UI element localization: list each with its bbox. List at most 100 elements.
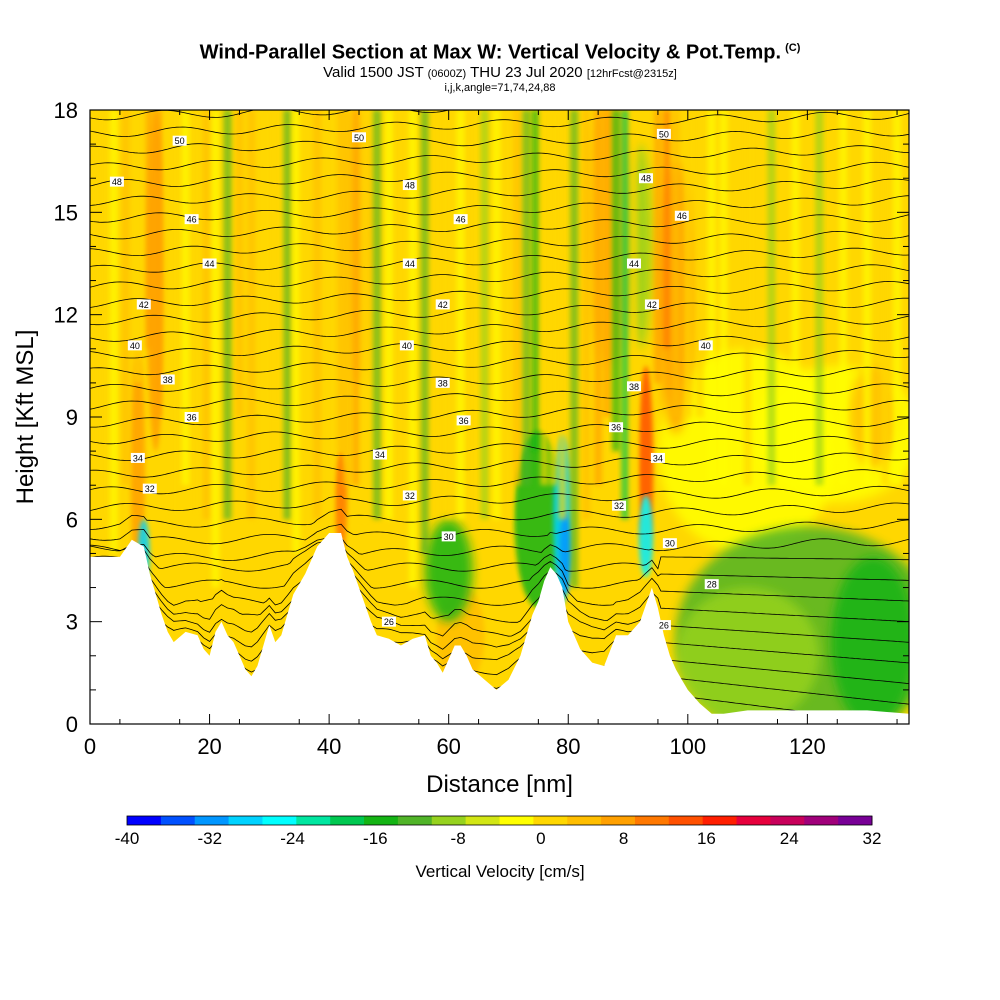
x-tick-label: 60: [436, 734, 460, 759]
colorbar-swatch: [296, 816, 331, 825]
velocity-streak: [531, 110, 540, 452]
theta-contour-line: [90, 110, 545, 121]
contour-label-bg: [456, 415, 471, 426]
velocity-streak: [719, 110, 728, 486]
contour-label-bg: [627, 381, 642, 392]
velocity-streak: [558, 110, 567, 520]
velocity-blob: [849, 365, 898, 469]
contour-label: 44: [205, 259, 215, 269]
contour-label-bg: [650, 452, 665, 463]
velocity-streak: [456, 110, 465, 520]
contour-label: 44: [629, 259, 639, 269]
contour-label-bg: [202, 258, 217, 269]
colorbar-swatch: [499, 816, 534, 825]
velocity-streak: [621, 110, 630, 520]
velocity-streak: [100, 110, 109, 520]
theta-contour-line: [90, 469, 909, 495]
velocity-streak: [492, 110, 501, 520]
colorbar-tick-label: -24: [280, 829, 305, 848]
theta-contour-line: [90, 128, 909, 154]
contour-label-bg: [612, 500, 627, 511]
colorbar-tick-label: 16: [697, 829, 716, 848]
colorbar-swatch: [330, 816, 365, 825]
theta-contour-line: [90, 315, 909, 342]
velocity-streak: [791, 110, 800, 486]
velocity-streak: [815, 110, 824, 486]
theta-contour-line: [90, 297, 909, 326]
contour-label: 42: [647, 300, 657, 310]
velocity-streak: [154, 110, 163, 417]
contour-label-bg: [372, 449, 387, 460]
contour-label: 38: [438, 378, 448, 388]
contour-label: 32: [405, 491, 415, 501]
theta-contour-line: [90, 230, 909, 256]
contour-label-bg: [435, 299, 450, 310]
theta-contour-line: [90, 400, 909, 428]
colorbar-swatch: [601, 816, 636, 825]
subtitle-utc-time: (0600Z): [427, 67, 467, 80]
colorbar-swatch: [533, 816, 568, 825]
x-tick-label: 40: [317, 734, 341, 759]
contour-label: 46: [456, 215, 466, 225]
contour-label: 34: [133, 453, 143, 463]
velocity-streak: [893, 110, 902, 486]
contour-label: 46: [187, 215, 197, 225]
contour-label-bg: [644, 299, 659, 310]
velocity-streak: [743, 110, 752, 486]
theta-contour-line: [90, 502, 909, 530]
contour-label-bg: [142, 483, 157, 494]
velocity-streak: [683, 110, 692, 417]
colorbar-swatch: [838, 816, 873, 825]
velocity-streak: [594, 110, 603, 486]
contour-label: 48: [405, 181, 415, 191]
velocity-streak: [325, 110, 334, 520]
contour-label: 50: [354, 133, 364, 143]
contour-label: 36: [187, 413, 197, 423]
velocity-streak: [292, 110, 301, 554]
velocity-streak: [612, 110, 621, 452]
colorbar-swatch: [364, 816, 399, 825]
theta-contour-line: [90, 111, 909, 137]
colorbar-swatch: [127, 816, 162, 825]
theta-contour-line: [90, 161, 909, 187]
velocity-streak: [432, 110, 441, 520]
contour-label-bg: [704, 579, 719, 590]
velocity-streak: [313, 110, 322, 520]
theta-contour-line: [90, 485, 909, 511]
velocity-streak: [337, 110, 346, 452]
title-block: Wind-Parallel Section at Max W: Vertical…: [0, 36, 1000, 94]
velocity-streak: [540, 110, 549, 486]
velocity-streak: [181, 110, 190, 486]
contour-label: 28: [707, 580, 717, 590]
velocity-streak: [283, 110, 292, 520]
y-tick-label: 18: [54, 98, 78, 123]
subtitle-forecast: [12hrFcst@2315z]: [586, 67, 677, 80]
chart-subtitle: Valid 1500 JST (0600Z) THU 23 Jul 2020 […: [0, 64, 1000, 82]
velocity-streak: [504, 110, 513, 520]
velocity-blob: [638, 495, 654, 578]
x-tick-label: 120: [789, 734, 826, 759]
velocity-streak: [360, 110, 369, 520]
contour-label-bg: [399, 340, 414, 351]
velocity-streak: [695, 110, 704, 417]
theta-contour-line: [90, 280, 909, 308]
contour-label-bg: [435, 377, 450, 388]
theta-contour-line: [90, 519, 909, 545]
terrain-mask: [90, 533, 909, 724]
velocity-streak: [211, 110, 220, 588]
contour-label: 50: [175, 136, 185, 146]
theta-contour-line: [90, 195, 909, 223]
contour-label: 36: [611, 423, 621, 433]
theta-contour-line: [90, 350, 909, 376]
colorbar-swatch: [736, 816, 771, 825]
contour-label: 48: [641, 174, 651, 184]
contour-label: 42: [139, 300, 149, 310]
colorbar-swatch: [567, 816, 602, 825]
velocity-streak: [202, 110, 211, 520]
velocity-streak: [145, 110, 154, 349]
y-tick-label: 15: [54, 200, 78, 225]
velocity-streak: [671, 110, 680, 417]
contour-label-bg: [184, 412, 199, 422]
y-tick-label: 9: [66, 405, 78, 430]
